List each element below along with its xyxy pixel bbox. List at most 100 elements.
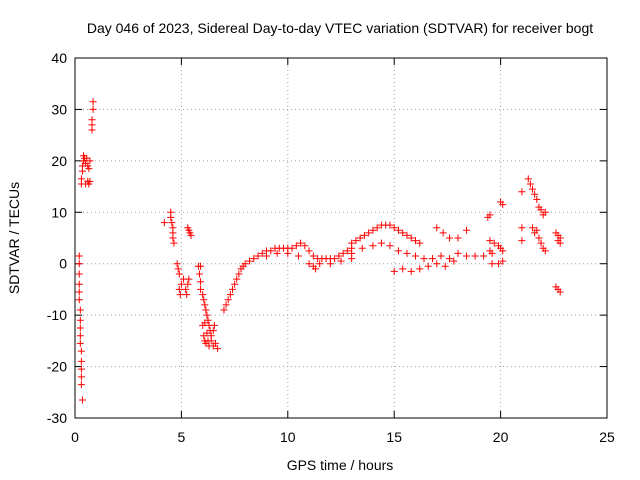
data-point [78,396,86,404]
data-point [203,311,211,319]
data-point [197,278,205,286]
data-point [399,229,407,237]
data-point [76,306,84,314]
data-point [75,280,83,288]
data-point [369,242,377,250]
data-point [486,237,494,245]
y-tick-label: -20 [47,359,67,375]
data-point [450,257,458,265]
data-point [222,301,230,309]
chart-title: Day 046 of 2023, Sidereal Day-to-day VTE… [87,20,593,36]
data-point [175,285,183,293]
data-point [541,208,549,216]
data-point [416,265,424,273]
data-point [177,280,185,288]
data-points [75,98,564,404]
data-point [207,337,215,345]
data-point [235,270,243,278]
data-point [241,260,249,268]
y-tick-label: 10 [51,204,67,220]
data-point [533,226,541,234]
data-point [305,247,313,255]
data-point [394,247,402,255]
data-point [486,247,494,255]
data-point [441,262,449,270]
y-tick-label: -30 [47,410,67,426]
data-point [373,224,381,232]
data-point [394,226,402,234]
data-point [358,244,366,252]
data-point [75,270,83,278]
data-point [533,195,541,203]
data-point [339,249,347,257]
data-point [386,242,394,250]
data-point [77,373,85,381]
data-point [250,255,258,263]
data-point [184,280,192,288]
data-point [183,291,191,299]
data-point [480,252,488,260]
data-point [556,288,564,296]
data-point [331,255,339,263]
data-point [182,285,190,293]
x-tick-label: 10 [280,429,296,445]
data-point [335,252,343,260]
data-point [356,234,364,242]
data-point [77,175,85,183]
data-point [309,252,317,260]
data-point [284,249,292,257]
data-point [173,260,181,268]
data-point [420,255,428,263]
data-point [454,249,462,257]
data-point [524,175,532,183]
data-point [531,190,539,198]
data-point [537,206,545,214]
data-point [446,234,454,242]
data-point [233,275,241,283]
x-axis-label: GPS time / hours [287,457,394,473]
data-point [386,221,394,229]
data-point [167,213,175,221]
data-point [529,185,537,193]
data-point [399,265,407,273]
data-point [75,260,83,268]
data-point [407,234,415,242]
data-point [75,252,83,260]
data-point [89,98,97,106]
data-point [343,247,351,255]
data-point [556,239,564,247]
data-point [202,306,210,314]
data-point [214,345,222,353]
data-point [537,239,545,247]
y-tick-label: 30 [51,101,67,117]
data-point [403,249,411,257]
data-point [168,219,176,227]
data-point [76,332,84,340]
data-point [75,288,83,296]
data-point [76,316,84,324]
data-point [201,301,209,309]
data-point [273,249,281,257]
data-point [176,291,184,299]
data-point [86,177,94,185]
data-point [76,339,84,347]
data-point [305,260,313,268]
data-point [301,242,309,250]
plot-frame [74,57,608,419]
data-point [170,239,178,247]
grid-lines [75,58,607,418]
data-point [454,234,462,242]
data-point [75,296,83,304]
data-point [89,105,97,113]
data-point [407,267,415,275]
data-point [76,324,84,332]
data-point [185,275,193,283]
data-point [518,224,526,232]
data-point [201,319,209,327]
data-point [231,280,239,288]
data-point [411,252,419,260]
data-point [77,347,85,355]
data-point [411,237,419,245]
data-point [360,231,368,239]
